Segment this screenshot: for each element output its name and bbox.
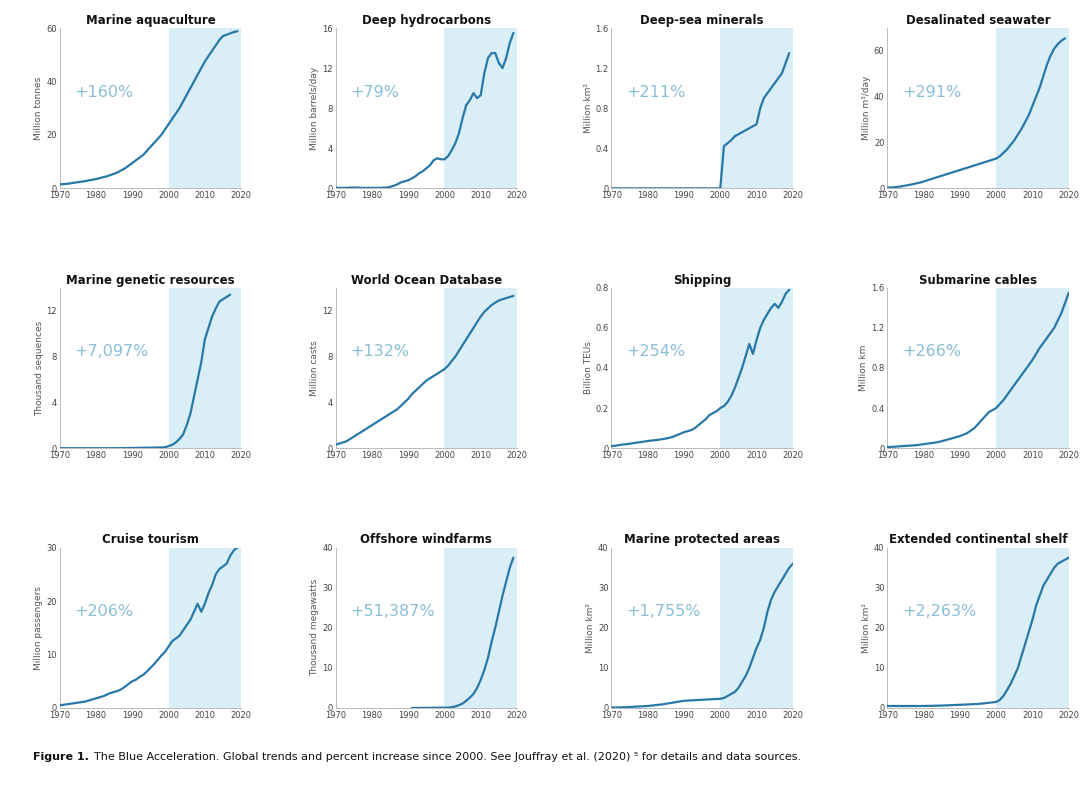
Title: Shipping: Shipping [673, 274, 731, 286]
Text: +79%: +79% [350, 85, 399, 100]
Bar [445, 548, 518, 708]
Text: +160%: +160% [74, 85, 133, 100]
Text: +2,263%: +2,263% [902, 604, 976, 619]
Title: Deep hydrocarbons: Deep hydrocarbons [361, 14, 490, 27]
Bar [168, 28, 241, 188]
Bar [445, 28, 518, 188]
Title: Marine protected areas: Marine protected areas [624, 534, 780, 546]
Y-axis label: Thousand sequences: Thousand sequences [35, 320, 43, 416]
Bar [445, 288, 518, 448]
Bar [996, 548, 1069, 708]
Text: +1,755%: +1,755% [626, 604, 701, 619]
Text: +7,097%: +7,097% [74, 345, 149, 359]
Text: +254%: +254% [626, 345, 685, 359]
Title: Cruise tourism: Cruise tourism [102, 534, 199, 546]
Bar [720, 28, 793, 188]
Title: Marine genetic resources: Marine genetic resources [66, 274, 234, 286]
Text: +132%: +132% [350, 345, 409, 359]
Text: +266%: +266% [902, 345, 961, 359]
Text: +51,387%: +51,387% [350, 604, 435, 619]
Bar [720, 288, 793, 448]
Title: Offshore windfarms: Offshore windfarms [360, 534, 493, 546]
Bar [168, 288, 241, 448]
Y-axis label: Million tonnes: Million tonnes [35, 77, 43, 140]
Bar [168, 548, 241, 708]
Title: Desalinated seawater: Desalinated seawater [906, 14, 1050, 27]
Text: Figure 1.: Figure 1. [33, 752, 88, 762]
Text: +211%: +211% [626, 85, 686, 100]
Y-axis label: Million km²: Million km² [863, 603, 871, 653]
Title: World Ocean Database: World Ocean Database [350, 274, 502, 286]
Text: +291%: +291% [902, 85, 961, 100]
Bar [996, 28, 1069, 188]
Y-axis label: Million m³/day: Million m³/day [863, 76, 871, 140]
Title: Deep-sea minerals: Deep-sea minerals [640, 14, 764, 27]
Text: The Blue Acceleration. Global trends and percent increase since 2000. See Jouffr: The Blue Acceleration. Global trends and… [94, 752, 802, 762]
Y-axis label: Billion TEUs: Billion TEUs [584, 342, 592, 394]
Bar [720, 548, 793, 708]
Y-axis label: Million barrels/day: Million barrels/day [310, 66, 319, 150]
Title: Extended continental shelf: Extended continental shelf [889, 534, 1068, 546]
Text: +206%: +206% [74, 604, 133, 619]
Title: Submarine cables: Submarine cables [919, 274, 1037, 286]
Title: Marine aquaculture: Marine aquaculture [86, 14, 215, 27]
Y-axis label: Thousand megawatts: Thousand megawatts [310, 579, 319, 677]
Y-axis label: Million km²: Million km² [586, 603, 596, 653]
Bar [996, 288, 1069, 448]
Y-axis label: Million km²: Million km² [584, 83, 592, 133]
Y-axis label: Million casts: Million casts [310, 340, 319, 396]
Y-axis label: Million passengers: Million passengers [35, 586, 43, 670]
Y-axis label: Million km: Million km [859, 345, 868, 391]
